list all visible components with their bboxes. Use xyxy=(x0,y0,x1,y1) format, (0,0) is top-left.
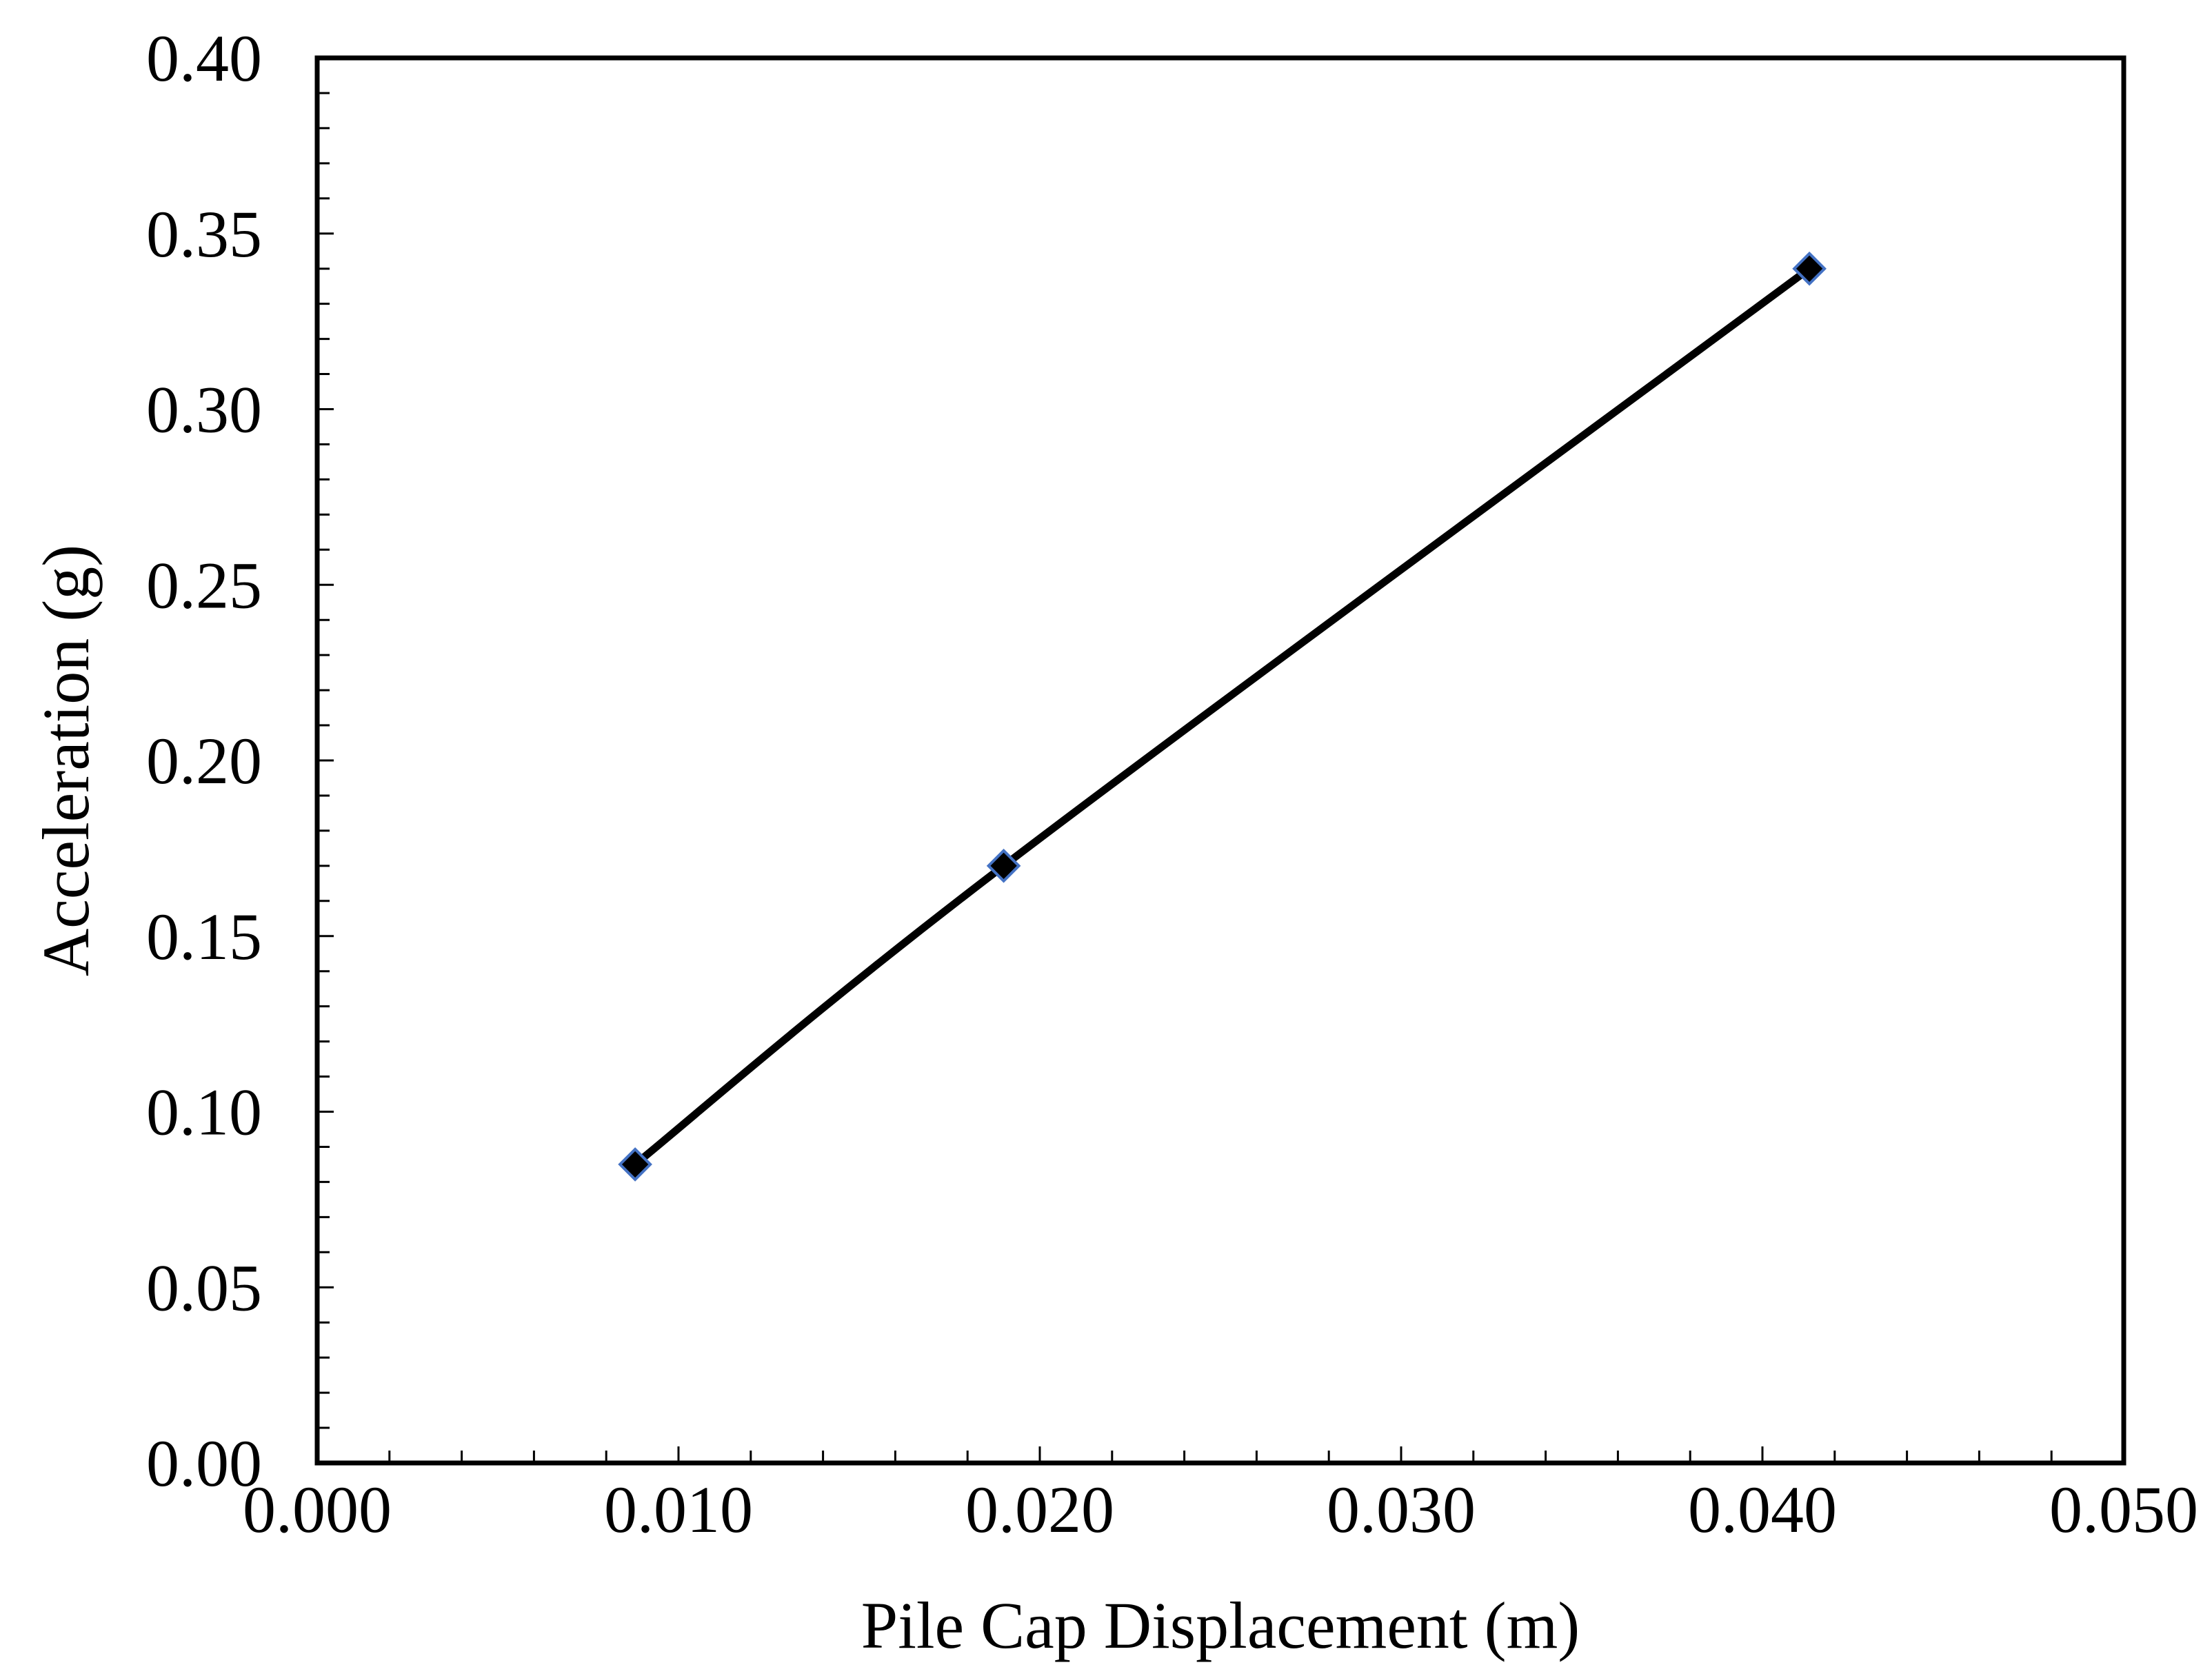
data-point-marker xyxy=(1792,251,1827,286)
data-point-marker xyxy=(986,849,1021,883)
y-axis-title: Acceleration (g) xyxy=(29,545,103,976)
data-point-marker xyxy=(618,1147,652,1182)
y-tick-label: 0.20 xyxy=(146,724,262,798)
y-tick-label: 0.00 xyxy=(146,1426,262,1500)
x-tick-labels: 0.000 0.010 0.020 0.030 0.040 0.050 xyxy=(243,1473,2198,1546)
minor-ticks xyxy=(317,92,2053,1463)
y-tick-label: 0.30 xyxy=(146,373,262,447)
y-tick-label: 0.25 xyxy=(146,548,262,622)
y-tick-label: 0.15 xyxy=(146,900,262,973)
y-tick-label: 0.35 xyxy=(146,197,262,271)
x-tick-label: 0.030 xyxy=(1327,1473,1476,1546)
series-line xyxy=(631,265,1813,1169)
x-tick-label: 0.050 xyxy=(2049,1473,2198,1546)
x-tick-label: 0.040 xyxy=(1688,1473,1837,1546)
x-axis-title: Pile Cap Displacement (m) xyxy=(861,1588,1580,1662)
y-tick-labels: 0.00 0.05 0.10 0.15 0.20 0.25 0.30 0.35 0.40 xyxy=(146,21,262,1500)
x-tick-label: 0.010 xyxy=(604,1473,753,1546)
series-layer xyxy=(618,251,1827,1182)
x-tick-label: 0.020 xyxy=(965,1473,1114,1546)
plot-frame xyxy=(314,55,2126,1466)
y-tick-label: 0.10 xyxy=(146,1076,262,1149)
y-tick-label: 0.40 xyxy=(146,21,262,95)
x-tick-label: 0.000 xyxy=(243,1473,392,1546)
y-tick-label: 0.05 xyxy=(146,1251,262,1324)
